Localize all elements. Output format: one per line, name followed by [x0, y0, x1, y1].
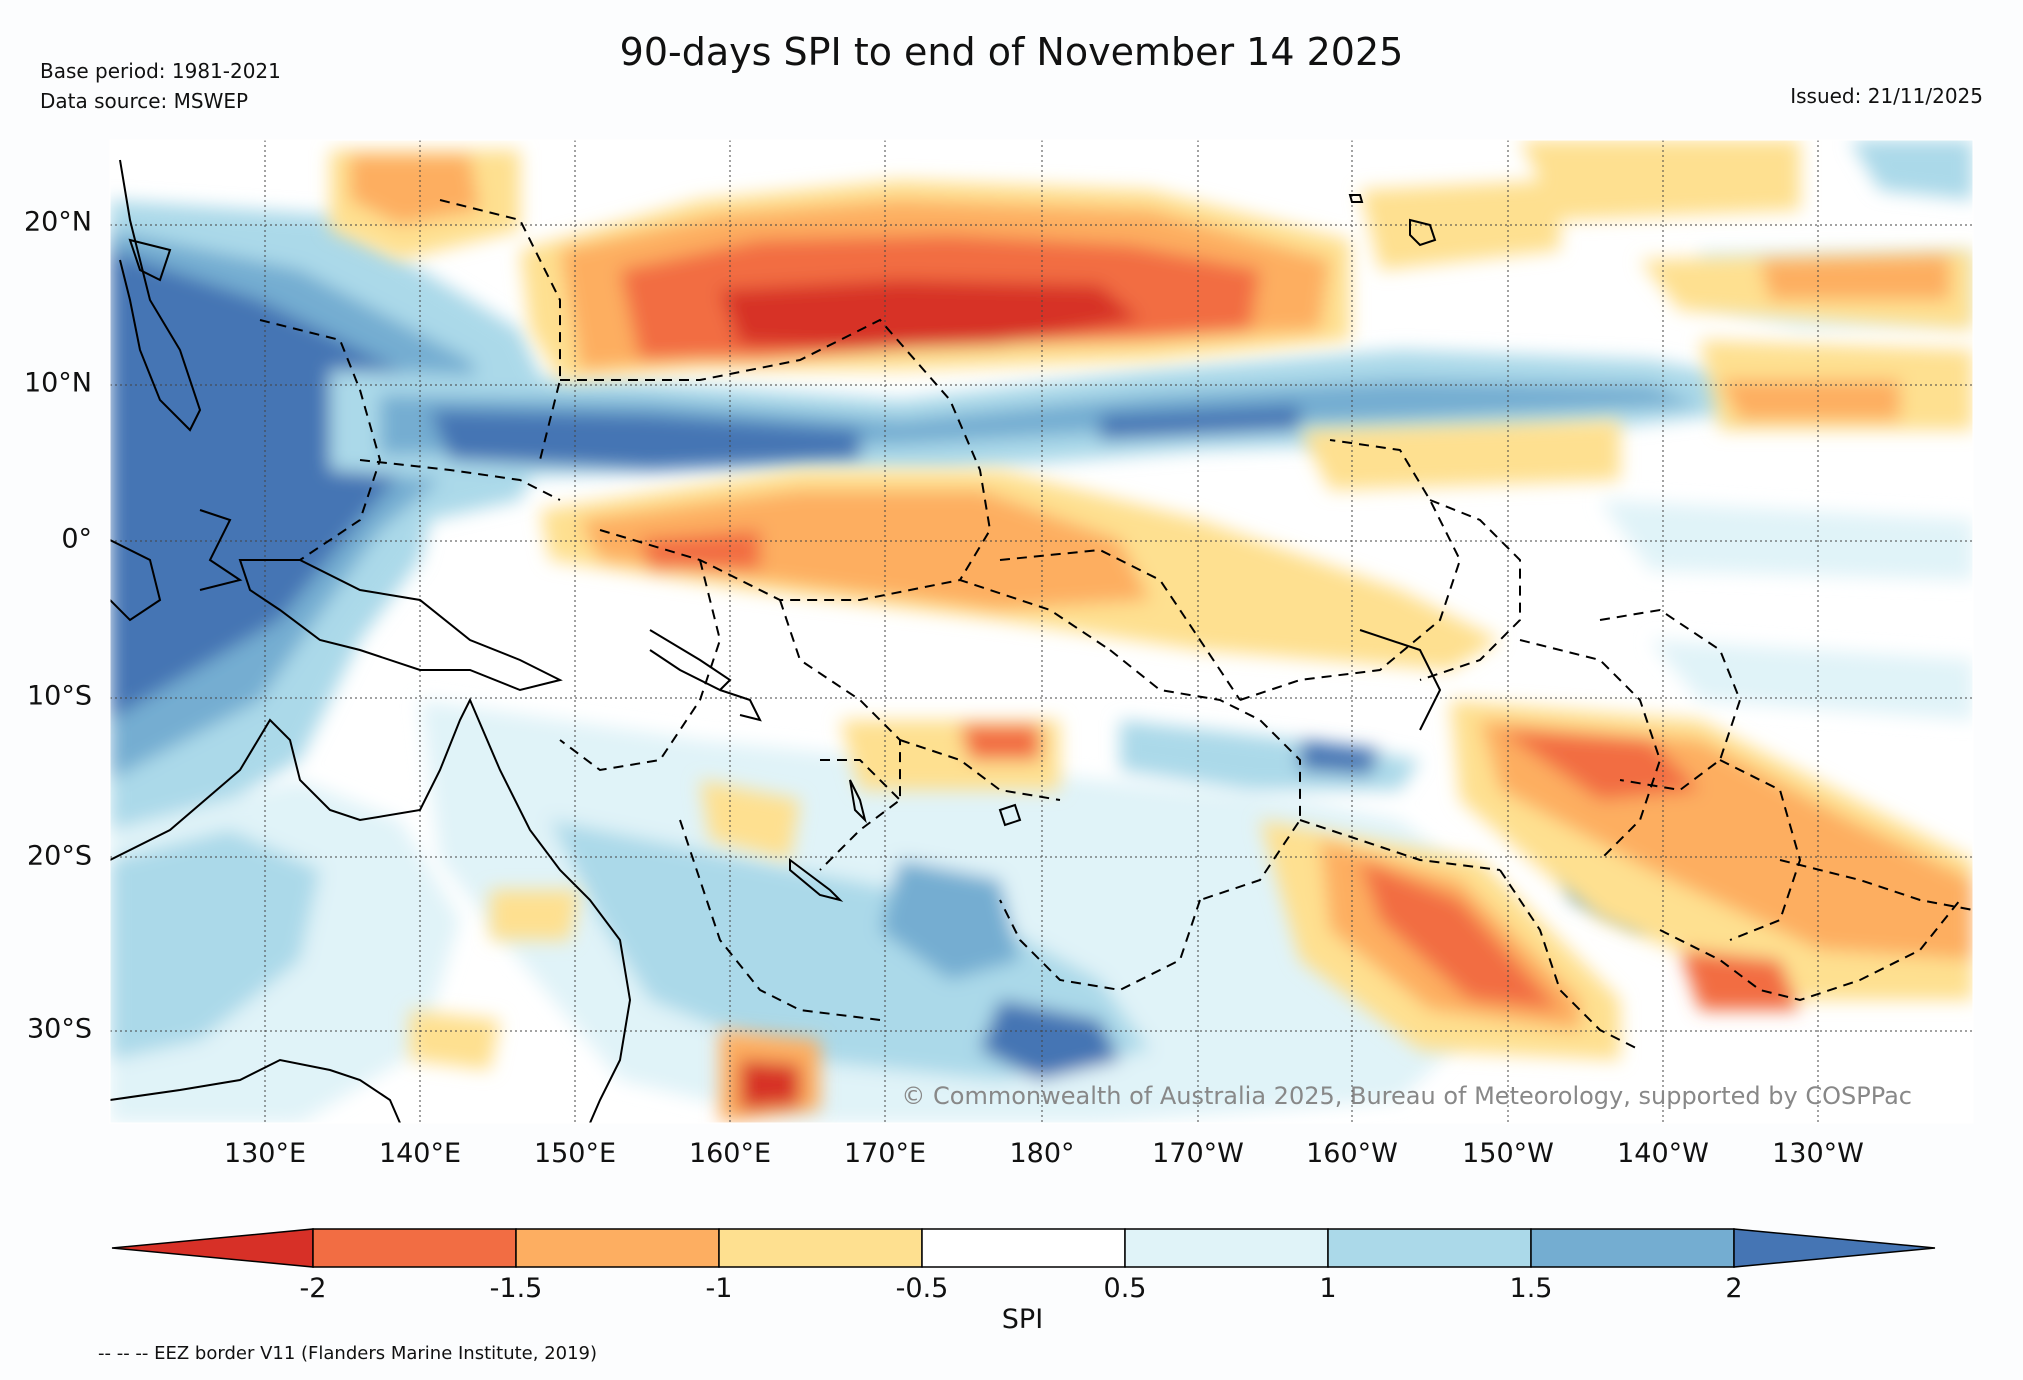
- colorbar-title: SPI: [1001, 1304, 1044, 1335]
- colorbar-bin: [1530, 1228, 1735, 1268]
- lat-label: 20°N: [23, 206, 92, 238]
- colorbar-bin: [312, 1228, 517, 1268]
- coastlines: [110, 159, 1437, 1123]
- colorbar-bin: [1327, 1228, 1532, 1268]
- lon-label: 160°W: [1306, 1138, 1398, 1169]
- colorbar-tick: 1: [1319, 1273, 1337, 1304]
- lon-label: 150°W: [1462, 1138, 1554, 1169]
- issued-date: Issued: 21/11/2025: [1790, 84, 1983, 108]
- spi-field: [110, 140, 1973, 1123]
- graticule: [110, 140, 1973, 1123]
- lat-label: 0°: [61, 523, 92, 555]
- colorbar-bin: [718, 1228, 923, 1268]
- dry-anomalies: [330, 140, 1973, 1123]
- eez-borders: [259, 199, 1973, 1051]
- lat-label: 20°S: [27, 840, 92, 872]
- lon-label: 130°W: [1772, 1138, 1864, 1169]
- lon-label: 140°W: [1617, 1138, 1709, 1169]
- colorbar: [111, 1228, 1936, 1268]
- lon-label: 170°E: [843, 1138, 927, 1169]
- colorbar-extend-high: [1733, 1228, 1936, 1268]
- lon-label: 170°W: [1152, 1138, 1244, 1169]
- lon-label: 180°: [1009, 1138, 1075, 1169]
- lon-label: 150°E: [533, 1138, 617, 1169]
- colorbar-bin: [515, 1228, 720, 1268]
- map-frame: [109, 139, 1974, 1124]
- metadata-block: Base period: 1981-2021 Data source: MSWE…: [40, 56, 281, 116]
- wet-anomalies: [110, 140, 1973, 1123]
- colorbar-tick: -1: [705, 1273, 733, 1304]
- colorbar-tick: 2: [1725, 1273, 1743, 1304]
- maritime-boundary: [1359, 629, 1442, 731]
- colorbar-extend-low: [111, 1228, 314, 1268]
- lon-label: 140°E: [378, 1138, 462, 1169]
- data-source: Data source: MSWEP: [40, 89, 249, 113]
- lon-label: 130°E: [223, 1138, 307, 1169]
- colorbar-tick: -0.5: [895, 1273, 949, 1304]
- lon-label: 160°E: [688, 1138, 772, 1169]
- colorbar-tick: 1.5: [1509, 1273, 1553, 1304]
- base-period: Base period: 1981-2021: [40, 59, 281, 83]
- eez-legend-note: -- -- -- EEZ border V11 (Flanders Marine…: [98, 1343, 598, 1364]
- colorbar-tick: 0.5: [1103, 1273, 1147, 1304]
- colorbar-bin: [1124, 1228, 1329, 1268]
- colorbar-tick: -1.5: [489, 1273, 543, 1304]
- lat-label: 30°S: [27, 1013, 92, 1045]
- lat-label: 10°N: [23, 367, 92, 399]
- copyright-notice: © Commonwealth of Australia 2025, Bureau…: [901, 1082, 1912, 1110]
- lat-label: 10°S: [27, 680, 92, 712]
- colorbar-bin: [921, 1228, 1126, 1268]
- map-title: 90-days SPI to end of November 14 2025: [619, 30, 1404, 74]
- colorbar-tick: -2: [299, 1273, 327, 1304]
